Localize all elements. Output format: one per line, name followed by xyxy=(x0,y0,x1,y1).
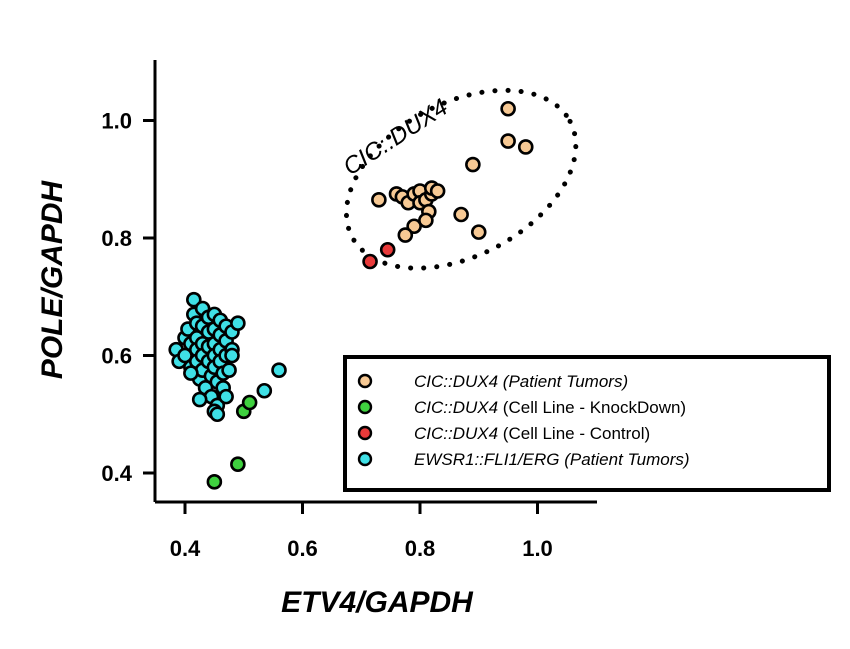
axis-ticks: 0.4 0.6 0.8 1.0 0.4 0.6 0.8 1.0 xyxy=(101,109,552,562)
data-point xyxy=(177,347,193,364)
legend-label: EWSR1::FLI1/ERG (Patient Tumors) xyxy=(414,450,690,469)
x-tick-label: 0.6 xyxy=(287,536,318,561)
legend-label: CIC::DUX4 (Patient Tumors) xyxy=(414,372,628,391)
cluster-annotation-label: CIC::DUX4 xyxy=(339,94,453,181)
data-point xyxy=(256,382,273,399)
x-tick-label: 1.0 xyxy=(522,536,553,561)
data-point xyxy=(209,406,226,423)
data-point xyxy=(379,241,396,258)
data-point xyxy=(517,139,534,155)
legend-label: CIC::DUX4 (Cell Line - Control) xyxy=(414,424,650,443)
data-point xyxy=(362,253,378,270)
data-point xyxy=(183,365,199,381)
x-axis-title: ETV4/GAPDH xyxy=(281,586,474,619)
data-point xyxy=(500,100,516,117)
legend-marker xyxy=(357,373,373,389)
data-point xyxy=(271,362,287,378)
data-point xyxy=(406,218,422,235)
y-tick-label: 1.0 xyxy=(101,109,132,134)
data-point xyxy=(230,456,246,472)
data-point xyxy=(224,347,240,364)
cluster-ellipse xyxy=(343,87,579,271)
legend-marker xyxy=(357,425,373,441)
y-axis-title: POLE/GAPDH xyxy=(36,179,69,379)
x-tick-label: 0.4 xyxy=(170,536,201,561)
data-point xyxy=(453,206,469,223)
data-point xyxy=(418,212,434,229)
data-point xyxy=(230,315,246,331)
data-point xyxy=(500,133,516,149)
legend-label: CIC::DUX4 (Cell Line - KnockDown) xyxy=(414,398,686,417)
data-point xyxy=(470,224,487,240)
y-tick-label: 0.4 xyxy=(101,461,132,486)
y-tick-label: 0.8 xyxy=(101,226,132,251)
legend-marker xyxy=(357,451,373,467)
data-point xyxy=(186,291,202,308)
plot-area: CIC::DUX4 xyxy=(168,87,579,490)
legend: CIC::DUX4 (Patient Tumors)CIC::DUX4 (Cel… xyxy=(343,355,831,492)
y-tick-label: 0.6 xyxy=(101,344,132,369)
legend-box xyxy=(343,355,831,492)
data-point xyxy=(465,156,481,173)
data-point xyxy=(221,362,237,378)
data-point xyxy=(218,388,234,405)
data-point xyxy=(191,391,208,408)
data-point xyxy=(241,394,258,411)
legend-marker xyxy=(357,399,373,415)
x-tick-label: 0.8 xyxy=(405,536,436,561)
data-point xyxy=(206,474,223,490)
legend-entries: CIC::DUX4 (Patient Tumors)CIC::DUX4 (Cel… xyxy=(357,372,690,469)
data-point xyxy=(371,192,387,208)
data-point xyxy=(429,183,446,199)
data-point xyxy=(397,227,414,243)
